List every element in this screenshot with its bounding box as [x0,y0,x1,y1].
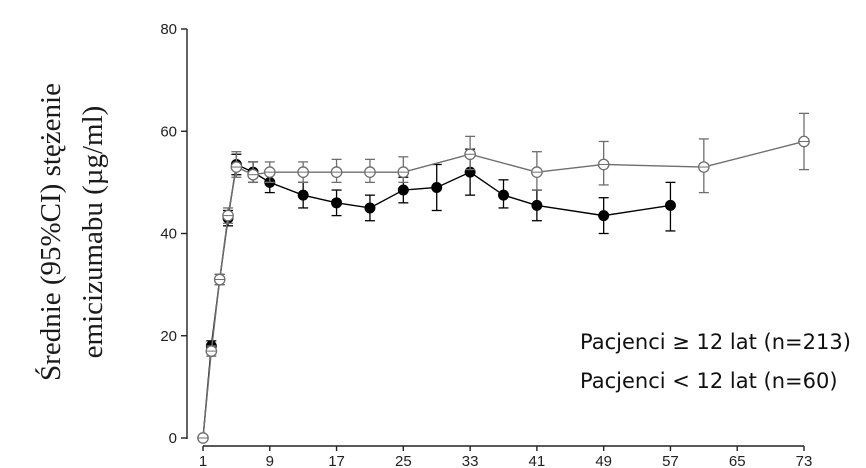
data-point [230,161,243,173]
y-axis-title-line-1: Średnie (95%CI) stężenie [34,83,67,381]
data-point [397,166,410,178]
y-tick-label: 80 [160,21,177,38]
x-tick-label: 65 [729,453,746,468]
data-point [798,135,810,148]
y-tick-label: 60 [160,123,177,140]
series-1 [197,148,676,444]
series-layer [197,112,810,444]
x-tick-label: 41 [529,453,546,468]
data-point [664,199,676,211]
data-point [364,202,376,214]
data-point [222,209,234,222]
data-point [330,166,343,178]
legend: Pacjenci ≥ 12 lat (n=213) Pacjenci < 12 … [580,330,851,393]
x-tick-label: 25 [395,453,412,468]
data-point [397,184,409,196]
data-point [598,210,610,222]
x-tick-label: 57 [662,453,679,468]
data-point [247,168,259,181]
data-point [597,158,610,171]
series-line [202,140,805,439]
data-point [263,166,276,178]
data-point [205,345,218,357]
x-tick-label: 17 [328,453,345,468]
x-tick-label: 33 [462,453,479,468]
data-point [531,199,543,211]
y-tick-label: 20 [160,328,177,345]
data-point [297,166,310,178]
data-point [213,273,226,286]
data-point [297,189,309,201]
data-point [531,166,543,178]
legend-entry-1: Pacjenci ≥ 12 lat (n=213) [580,330,851,354]
data-point [431,181,443,193]
data-point [331,197,343,209]
x-tick-label: 73 [796,453,813,468]
data-point [197,432,209,444]
data-point [464,148,476,161]
x-tick-label: 49 [595,453,612,468]
y-axis-title-line-2: emicizumabu (µg/ml) [77,106,109,359]
y-tick-label: 0 [169,430,177,447]
axes: 0 20 40 60 80 1 9 17 25 33 41 49 57 65 73 [160,21,812,468]
x-tick-label: 1 [199,453,207,468]
legend-entry-2: Pacjenci < 12 lat (n=60) [580,369,838,393]
data-point [498,189,509,201]
y-axis-title: Średnie (95%CI) stężenie emicizumabu (µg… [34,83,109,381]
x-tick-label: 9 [266,453,274,468]
series-2 [197,112,810,444]
data-point [697,161,710,173]
data-point [364,166,376,178]
y-tick-label: 40 [160,226,177,243]
